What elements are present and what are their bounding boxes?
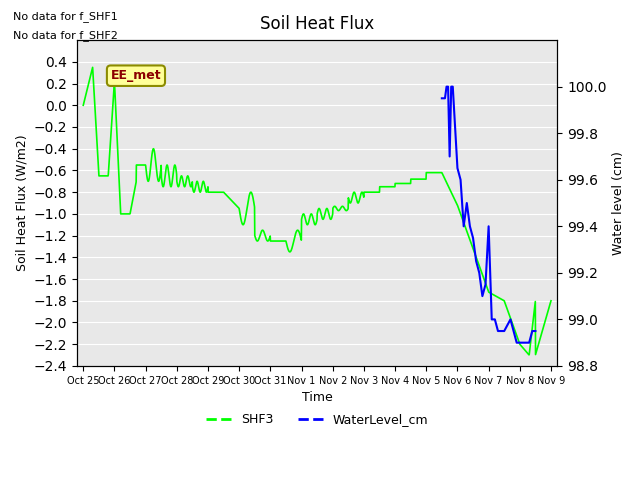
Y-axis label: Water level (cm): Water level (cm) — [612, 151, 625, 255]
Text: No data for f_SHF1: No data for f_SHF1 — [13, 11, 118, 22]
Y-axis label: Soil Heat Flux (W/m2): Soil Heat Flux (W/m2) — [15, 135, 28, 271]
Title: Soil Heat Flux: Soil Heat Flux — [260, 15, 374, 33]
Legend: SHF3, WaterLevel_cm: SHF3, WaterLevel_cm — [200, 408, 434, 432]
Text: No data for f_SHF2: No data for f_SHF2 — [13, 30, 118, 41]
X-axis label: Time: Time — [301, 391, 333, 404]
Text: EE_met: EE_met — [111, 69, 161, 82]
